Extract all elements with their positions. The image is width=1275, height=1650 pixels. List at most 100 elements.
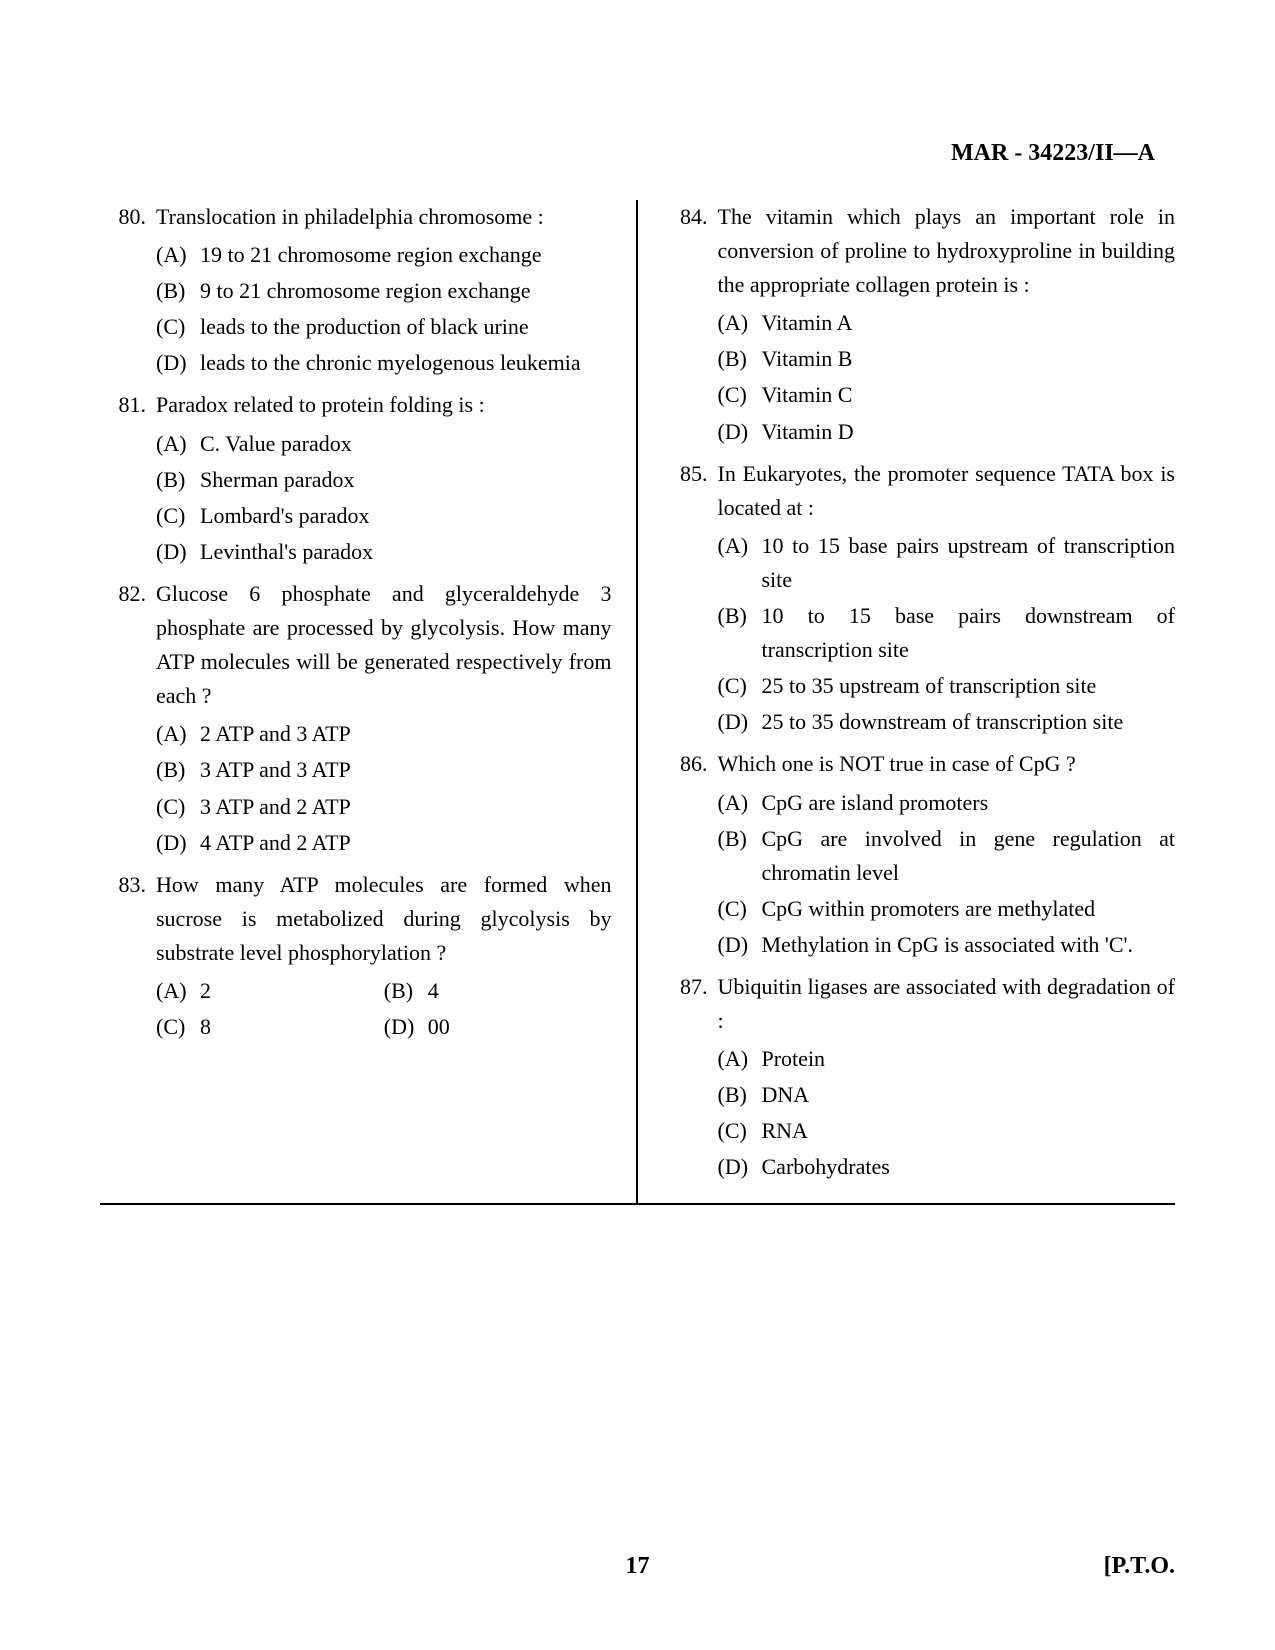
option-label: (A) bbox=[156, 974, 200, 1008]
option-text: Vitamin C bbox=[762, 378, 1176, 412]
exam-page: MAR - 34223/II—A 80.Translocation in phi… bbox=[0, 0, 1275, 1650]
paper-code: MAR - 34223/II—A bbox=[951, 140, 1155, 167]
pto-label: [P.T.O. bbox=[1104, 1553, 1175, 1580]
question-body: Translocation in philadelphia chromosome… bbox=[156, 200, 612, 382]
option-text: 25 to 35 upstream of trans­cription site bbox=[762, 669, 1176, 703]
right-column: 84.The vitamin which plays an important … bbox=[638, 200, 1176, 1203]
question-number: 80. bbox=[100, 200, 156, 382]
option-label: (C) bbox=[156, 499, 200, 533]
option-label: (D) bbox=[718, 415, 762, 449]
option-label: (B) bbox=[718, 1078, 762, 1112]
option: (A)19 to 21 chromosome region exchange bbox=[156, 238, 612, 272]
option: (D)leads to the chronic myelogenous leuk… bbox=[156, 346, 612, 380]
question-number: 84. bbox=[662, 200, 718, 451]
option-text: Vitamin A bbox=[762, 306, 1176, 340]
question-text: Which one is NOT true in case of CpG ? bbox=[718, 747, 1176, 781]
question-text: Glucose 6 phosphate and glyceraldehyde 3… bbox=[156, 577, 612, 713]
options: (A)2 ATP and 3 ATP(B)3 ATP and 3 ATP(C)3… bbox=[156, 717, 612, 859]
question-text: Ubiquitin ligases are associated with de… bbox=[718, 970, 1176, 1038]
question: 84.The vitamin which plays an important … bbox=[662, 200, 1176, 451]
page-number: 17 bbox=[626, 1553, 650, 1580]
question: 82.Glucose 6 phosphate and glyceraldehyd… bbox=[100, 577, 612, 862]
option-text: Carbohydrates bbox=[762, 1150, 1176, 1184]
question-text: Paradox related to protein folding is : bbox=[156, 388, 612, 422]
option-text: Protein bbox=[762, 1042, 1176, 1076]
option-label: (C) bbox=[718, 892, 762, 926]
option-text: leads to the production of black urine bbox=[200, 310, 612, 344]
left-column: 80.Translocation in philadelphia chromos… bbox=[100, 200, 638, 1203]
option-text: Methylation in CpG is associated with 'C… bbox=[762, 928, 1176, 962]
option: (D)Methylation in CpG is associated with… bbox=[718, 928, 1176, 962]
option: (B)4 bbox=[384, 974, 612, 1008]
option-label: (A) bbox=[718, 306, 762, 340]
options: (A)19 to 21 chromosome region exchange(B… bbox=[156, 238, 612, 380]
option: (D)00 bbox=[384, 1010, 612, 1044]
option: (A)C. Value paradox bbox=[156, 427, 612, 461]
page-footer: 17 [P.T.O. bbox=[100, 1553, 1175, 1580]
option: (B)9 to 21 chromosome region exchange bbox=[156, 274, 612, 308]
option-text: 25 to 35 downstream of transcription sit… bbox=[762, 705, 1176, 739]
option-text: 4 ATP and 2 ATP bbox=[200, 826, 612, 860]
option-text: Vitamin B bbox=[762, 342, 1176, 376]
option-label: (C) bbox=[156, 310, 200, 344]
option-label: (A) bbox=[156, 427, 200, 461]
option-text: C. Value paradox bbox=[200, 427, 612, 461]
option-label: (D) bbox=[384, 1010, 428, 1044]
option-text: leads to the chronic myelogenous leukemi… bbox=[200, 346, 612, 380]
option-label: (C) bbox=[718, 378, 762, 412]
question-text: Translocation in philadelphia chromosome… bbox=[156, 200, 612, 234]
question-body: Glucose 6 phosphate and glyceraldehyde 3… bbox=[156, 577, 612, 862]
option-text: DNA bbox=[762, 1078, 1176, 1112]
question: 87.Ubiquitin ligases are associated with… bbox=[662, 970, 1176, 1187]
question-number: 85. bbox=[662, 457, 718, 742]
option: (B)DNA bbox=[718, 1078, 1176, 1112]
option-text: Levinthal's paradox bbox=[200, 535, 612, 569]
option-text: 10 to 15 base pairs downstream of transc… bbox=[762, 599, 1176, 667]
option: (B)10 to 15 base pairs downstream of tra… bbox=[718, 599, 1176, 667]
option: (D)Vitamin D bbox=[718, 415, 1176, 449]
question-number: 82. bbox=[100, 577, 156, 862]
option-label: (B) bbox=[156, 463, 200, 497]
option-text: 19 to 21 chromosome region exchange bbox=[200, 238, 612, 272]
options: (A)CpG are island promoters(B)CpG are in… bbox=[718, 786, 1176, 962]
question: 81.Paradox related to protein folding is… bbox=[100, 388, 612, 570]
option: (D)Carbohydrates bbox=[718, 1150, 1176, 1184]
option-label: (C) bbox=[718, 669, 762, 703]
option-text: 10 to 15 base pairs upstream of transcri… bbox=[762, 529, 1176, 597]
option: (A)CpG are island promoters bbox=[718, 786, 1176, 820]
option: (A)Protein bbox=[718, 1042, 1176, 1076]
option: (B)Sherman paradox bbox=[156, 463, 612, 497]
option-text: Sherman paradox bbox=[200, 463, 612, 497]
question: 86.Which one is NOT true in case of CpG … bbox=[662, 747, 1176, 964]
option: (D)Levinthal's paradox bbox=[156, 535, 612, 569]
option: (A)2 ATP and 3 ATP bbox=[156, 717, 612, 751]
option: (C)3 ATP and 2 ATP bbox=[156, 790, 612, 824]
question-number: 86. bbox=[662, 747, 718, 964]
option: (A)2 bbox=[156, 974, 384, 1008]
option-label: (B) bbox=[718, 342, 762, 376]
content-columns: 80.Translocation in philadelphia chromos… bbox=[100, 200, 1175, 1205]
option: (C)Vitamin C bbox=[718, 378, 1176, 412]
option-text: 00 bbox=[428, 1010, 612, 1044]
option-text: Lombard's paradox bbox=[200, 499, 612, 533]
option-text: CpG are involved in gene regulation at c… bbox=[762, 822, 1176, 890]
question-body: How many ATP molecules are formed when s… bbox=[156, 868, 612, 1046]
option-label: (A) bbox=[718, 786, 762, 820]
option-label: (D) bbox=[718, 928, 762, 962]
option-text: 8 bbox=[200, 1010, 384, 1044]
option-text: 3 ATP and 2 ATP bbox=[200, 790, 612, 824]
option: (A)10 to 15 base pairs upstream of trans… bbox=[718, 529, 1176, 597]
option-label: (A) bbox=[718, 1042, 762, 1076]
option-text: CpG are island promoters bbox=[762, 786, 1176, 820]
option-label: (C) bbox=[156, 1010, 200, 1044]
question-number: 83. bbox=[100, 868, 156, 1046]
question-body: Which one is NOT true in case of CpG ? (A… bbox=[718, 747, 1176, 964]
option: (D)25 to 35 downstream of transcription … bbox=[718, 705, 1176, 739]
question-text: In Eukaryotes, the promoter sequence TAT… bbox=[718, 457, 1176, 525]
option-label: (C) bbox=[718, 1114, 762, 1148]
options: (A)Vitamin A(B)Vitamin B(C)Vitamin C(D)V… bbox=[718, 306, 1176, 448]
option-text: RNA bbox=[762, 1114, 1176, 1148]
option-label: (A) bbox=[718, 529, 762, 597]
option-label: (D) bbox=[156, 346, 200, 380]
option: (C)Lombard's paradox bbox=[156, 499, 612, 533]
